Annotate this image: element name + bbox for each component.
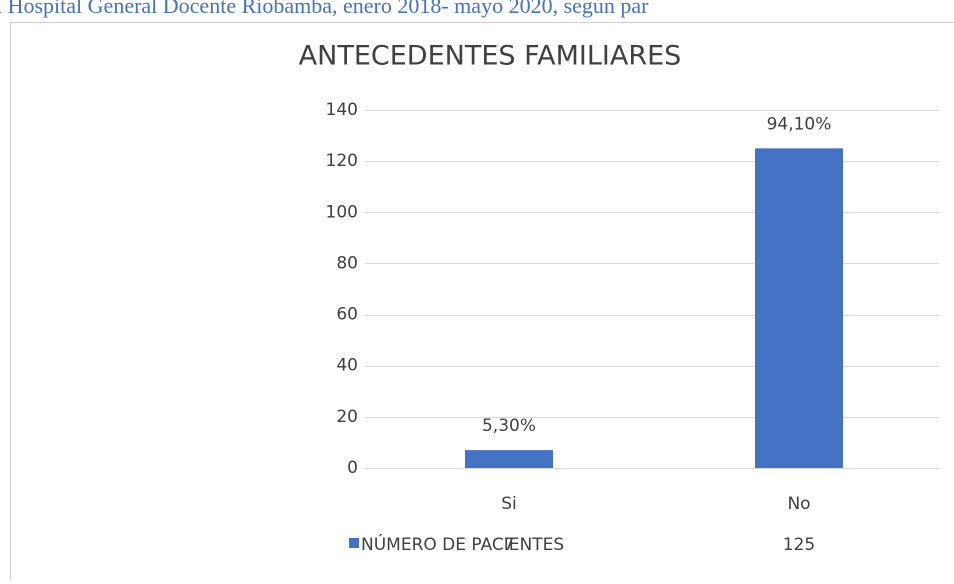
x-tick-label: No: [787, 494, 810, 514]
y-tick-label: 100: [326, 202, 358, 222]
caption: l Hospital General Docente Riobamba, ene…: [0, 0, 649, 18]
bar: [465, 450, 553, 468]
legend-swatch: [349, 538, 359, 548]
y-tick-label: 0: [347, 458, 358, 478]
annotation: 5,30%: [482, 416, 536, 436]
bar: [755, 148, 843, 468]
y-tick-label: 120: [326, 151, 358, 171]
y-tick-label: 80: [336, 253, 358, 273]
annotation: 94,10%: [767, 114, 832, 134]
chart-title: ANTECEDENTES FAMILIARES: [299, 41, 682, 72]
y-tick-label: 40: [336, 356, 358, 376]
y-tick-label: 60: [336, 305, 358, 325]
legend-label: NÚMERO DE PACIENTES: [361, 533, 564, 555]
y-tick-label: 140: [326, 100, 358, 120]
data-table-value: 125: [783, 535, 815, 555]
x-tick-label: Si: [501, 494, 517, 514]
y-tick-label: 20: [336, 407, 358, 427]
data-table-value: 7: [504, 535, 515, 555]
